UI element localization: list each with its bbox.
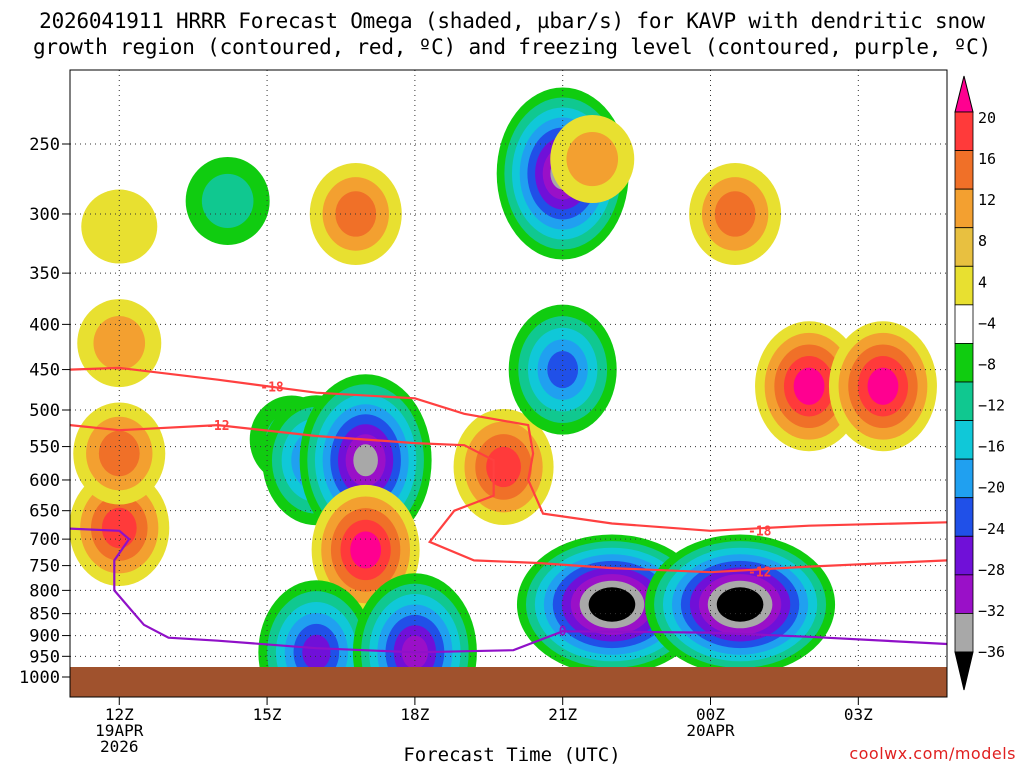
colorbar-swatch-14 (954, 613, 974, 653)
contour-label-2: -18 (748, 524, 772, 539)
colorbar-swatch-2 (954, 150, 974, 190)
y-tick-label-950: 950 (29, 647, 60, 667)
y-tick-label-550: 550 (29, 438, 60, 458)
colorbar-label-11: −28 (978, 561, 1005, 579)
y-tick-label-500: 500 (29, 401, 60, 421)
omega-cell-2-level-2 (93, 315, 146, 371)
colorbar-label-5: −4 (978, 314, 996, 332)
omega-cell-4-level-2 (201, 173, 254, 229)
y-tick-label-450: 450 (29, 361, 60, 381)
colorbar-label-12: −32 (978, 602, 1005, 620)
colorbar-swatch-12 (954, 535, 974, 576)
omega-cell-9-level-5 (350, 531, 382, 569)
colorbar-swatch-4 (954, 227, 974, 267)
contour-line-1 (70, 423, 947, 574)
y-tick-label-800: 800 (29, 581, 60, 601)
colorbar-swatch-8 (954, 381, 974, 421)
x-tick-label-15-0: 15Z (253, 705, 282, 724)
colorbar-label-3: 8 (978, 232, 987, 250)
contour-label-1: -12 (206, 419, 229, 434)
x-axis-title: Forecast Time (UTC) (403, 744, 621, 766)
y-tick-label-650: 650 (29, 502, 60, 522)
omega-cell-0-level-4 (101, 507, 137, 549)
x-tick-label-24-1: 20APR (686, 721, 735, 740)
contour-label-4: 0 (559, 624, 567, 639)
colorbar-label-0: 20 (978, 109, 996, 127)
y-tick-label-700: 700 (29, 530, 60, 550)
colorbar-label-2: 12 (978, 191, 996, 209)
omega-cell-1-level-3 (98, 430, 140, 477)
omega-cell-14-level-10 (597, 593, 627, 616)
x-tick-label-21-0: 21Z (548, 705, 577, 724)
temperature-contours: -18 -12 -18 -12 0 (70, 366, 947, 654)
source-url: coolwx.com/models (849, 744, 1016, 763)
plot-frame (69, 69, 948, 698)
title-line-2: growth region (contoured, red, ºC) and f… (32, 35, 992, 59)
colorbar-top-arrow (954, 75, 974, 113)
y-tick-label-750: 750 (29, 557, 60, 577)
y-tick-label-1000: 1000 (19, 668, 60, 688)
chart-title: 2026041911 HRRR Forecast Omega (shaded, … (0, 8, 1024, 60)
colorbar-swatch-7 (954, 343, 974, 383)
colorbar-swatch-6 (954, 304, 974, 344)
colorbar-label-9: −20 (978, 479, 1005, 497)
colorbar-label-1: 16 (978, 150, 996, 168)
y-tick-label-350: 350 (29, 264, 60, 284)
omega-cell-19-level-6 (302, 634, 331, 667)
colorbar-swatch-3 (954, 188, 974, 229)
contour-line-2 (70, 527, 947, 654)
omega-cell-12-level-5 (547, 350, 579, 389)
omega-cell-3-level-1 (81, 189, 158, 264)
colorbar-label-13: −36 (978, 643, 1005, 661)
contour-label-0: -18 (260, 380, 284, 395)
y-tick-label-400: 400 (29, 315, 60, 335)
x-tick-label-12-0: 12Z (105, 705, 134, 724)
x-tick-label-27-0: 03Z (844, 705, 873, 724)
colorbar-swatch-13 (954, 574, 974, 614)
x-tick-label-18-0: 18Z (400, 705, 429, 724)
colorbar-swatch-1 (954, 111, 974, 151)
colorbar-swatch-5 (954, 265, 974, 306)
colorbar-bottom-arrow (954, 651, 974, 691)
colorbar-swatch-11 (954, 497, 974, 537)
omega-cell-8-level-8 (353, 444, 378, 477)
colorbar-label-6: −8 (978, 355, 996, 373)
colorbar-label-8: −16 (978, 438, 1005, 456)
y-tick-label-600: 600 (29, 471, 60, 491)
omega-cell-15-level-10 (725, 593, 755, 616)
x-tick-label-12-1: 19APR (95, 721, 144, 740)
omega-cell-10-level-4 (486, 446, 521, 488)
x-tick-label-12-2: 2026 (100, 737, 139, 756)
colorbar-label-4: 4 (978, 273, 987, 291)
y-tick-label-300: 300 (29, 205, 60, 225)
contour-line-0 (70, 366, 947, 532)
y-axis-pressure: 2503003504004505005506006507007508008509… (19, 135, 70, 688)
title-line-1: 2026041911 HRRR Forecast Omega (shaded, … (39, 9, 985, 33)
y-tick-label-850: 850 (29, 605, 60, 625)
omega-cell-17-level-5 (793, 367, 825, 405)
ground-surface (70, 667, 947, 697)
colorbar-legend: 20 16 12 8 4 −4 −8 −12 −16 −20 −24 −28 −32 −36 (954, 75, 1005, 691)
colorbar-label-10: −24 (978, 520, 1005, 538)
omega-cell-18-level-5 (867, 367, 899, 405)
y-tick-label-250: 250 (29, 135, 60, 155)
colorbar-label-7: −12 (978, 397, 1005, 415)
contour-label-3: -12 (748, 566, 771, 581)
colorbar-swatch-9 (954, 420, 974, 460)
x-tick-label-24-0: 00Z (696, 705, 725, 724)
y-tick-label-900: 900 (29, 627, 60, 647)
omega-cell-13-level-2 (566, 131, 619, 187)
colorbar-swatch-10 (954, 458, 974, 499)
